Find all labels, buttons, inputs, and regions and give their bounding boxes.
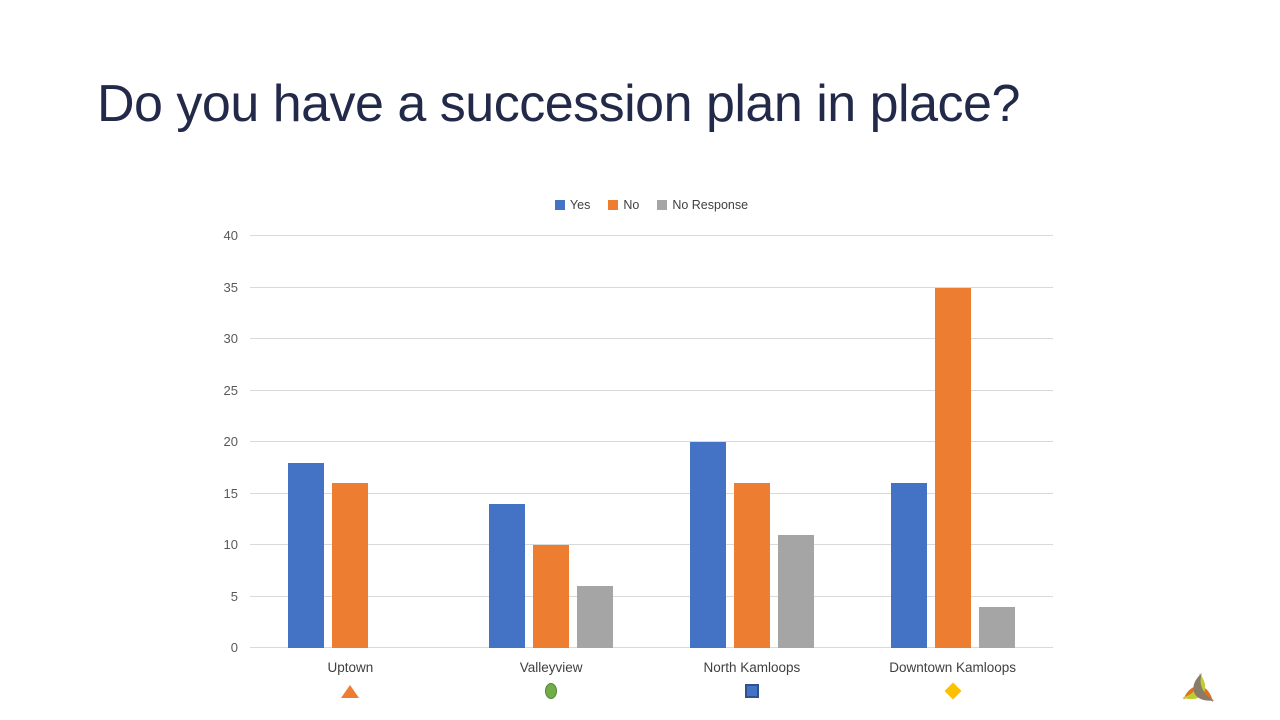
bar-yes-valleyview [489, 503, 526, 648]
legend-swatch-icon [657, 200, 668, 210]
y-axis-tick-label: 5 [230, 588, 238, 604]
marker-cell-valleyview [451, 682, 652, 700]
bar-group-uptown [250, 236, 451, 648]
y-axis-tick-label: 40 [223, 228, 238, 243]
bar-group-downtown-kamloops [852, 236, 1053, 648]
bar-no-response-north-kamloops [777, 534, 814, 648]
legend-label: Yes [569, 198, 591, 212]
bar-group-valleyview [451, 236, 652, 648]
bar-no-valleyview [533, 545, 570, 648]
gridline [250, 441, 1053, 442]
bar-no-north-kamloops [733, 483, 770, 648]
category-label-downtown-kamloops: Downtown Kamloops [889, 660, 1017, 675]
marker-cell-north-kamloops [652, 682, 853, 700]
bar-no-response-valleyview [577, 586, 614, 648]
chart-legend: Yes No No Response [250, 198, 1053, 212]
legend-label: No Response [672, 198, 749, 212]
circle-marker-icon [545, 683, 558, 699]
y-axis-tick-label: 0 [230, 640, 238, 655]
legend-swatch-icon [554, 200, 565, 210]
legend-item-no-response: No Response [657, 198, 748, 212]
bar-yes-downtown-kamloops [890, 483, 927, 648]
gridline [250, 492, 1053, 494]
bar-no-response-downtown-kamloops [978, 606, 1015, 648]
legend-item-no: No [608, 198, 639, 212]
gridline [250, 389, 1053, 391]
diamond-marker-icon [944, 682, 962, 700]
y-axis-tick-label: 30 [223, 331, 238, 346]
legend-label: No [623, 198, 640, 212]
bar-groups [250, 236, 1053, 648]
triangle-marker-icon [341, 684, 360, 698]
category-label-uptown: Uptown [327, 660, 374, 675]
square-marker-icon [744, 684, 759, 698]
y-axis-tick-label: 20 [223, 434, 238, 449]
gridline [250, 647, 1053, 648]
marker-cell-downtown-kamloops [852, 682, 1053, 700]
gridline [250, 286, 1053, 288]
category-label-valleyview: Valleyview [519, 660, 583, 675]
category-marker-row [250, 682, 1053, 700]
bar-yes-north-kamloops [689, 442, 726, 648]
category-axis-labels: Uptown Valleyview North Kamloops Downtown K… [250, 660, 1053, 675]
marker-cell-uptown [250, 682, 451, 700]
y-axis-tick-label: 25 [223, 382, 238, 398]
legend-item-yes: Yes [554, 198, 591, 212]
plot-area: 0 5 10 15 20 25 30 35 40 [224, 228, 1053, 655]
gridline [250, 235, 1053, 236]
bar-no-downtown-kamloops [934, 287, 971, 648]
legend-swatch-icon [608, 200, 619, 210]
y-axis-tick-label: 15 [223, 485, 238, 501]
gridline [250, 544, 1053, 545]
slide-title: Do you have a succession plan in place? [97, 75, 1020, 133]
y-axis-tick-label: 10 [223, 537, 238, 552]
bar-no-uptown [332, 483, 369, 648]
y-axis-tick-label: 35 [223, 279, 238, 295]
three-arc-triangle-logo-icon [1182, 672, 1215, 703]
gridline [250, 595, 1053, 597]
category-label-north-kamloops: North Kamloops [703, 660, 801, 675]
bar-yes-uptown [288, 462, 325, 648]
bar-group-north-kamloops [652, 236, 853, 648]
gridline [250, 338, 1053, 339]
